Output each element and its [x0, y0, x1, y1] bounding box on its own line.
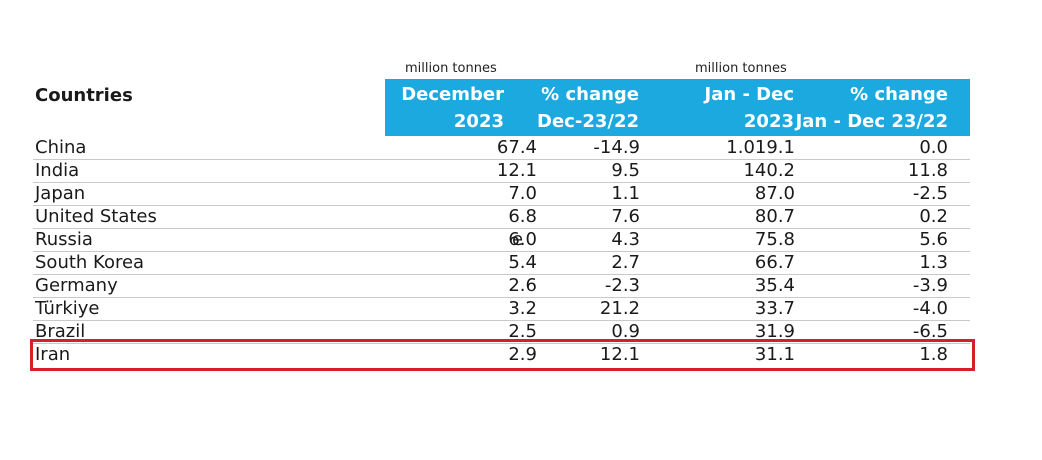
- pct-change-dec-value: -14.9: [593, 137, 640, 158]
- pct-change-dec-value: 0.9: [611, 321, 640, 342]
- country-name: Iran: [35, 344, 71, 365]
- country-name: Germany: [35, 275, 118, 296]
- table-row: Germany 2.6 -2.3 35.4 -3.9: [33, 274, 970, 298]
- table-row: South Korea 5.4 2.7 66.7 1.3: [33, 251, 970, 275]
- table-row: China 67.4 -14.9 1.019.1 0.0: [33, 136, 970, 160]
- pct-change-ytd-value: -4.0: [912, 298, 948, 319]
- pct-change-ytd-value: 1.3: [919, 252, 948, 273]
- jan-dec-2023-value: 1.019.1: [726, 137, 795, 158]
- pct-change-dec-value: 1.1: [611, 183, 640, 204]
- pct-change-dec-value: 21.2: [599, 298, 640, 319]
- table-row: United States 6.8 7.6 80.7 0.2: [33, 205, 970, 229]
- december-2023-value: 12.1: [496, 160, 537, 181]
- table-row: Russia 6.0 e 4.3 75.8 5.6: [33, 228, 970, 252]
- header-jan-dec-year: 2023: [743, 111, 794, 132]
- december-2023-value: 6.0: [508, 229, 537, 250]
- header-pct-change-dec-period: Dec-23/22: [537, 111, 639, 132]
- pct-change-ytd-value: 0.2: [919, 206, 948, 227]
- header-december-label: December: [401, 84, 504, 105]
- country-name: South Korea: [35, 252, 145, 273]
- pct-change-dec-value: 2.7: [611, 252, 640, 273]
- header-december-year: 2023: [453, 111, 504, 132]
- header-jan-dec-label: Jan - Dec: [704, 84, 794, 105]
- pct-change-dec-value: -2.3: [604, 275, 640, 296]
- header-pct-change-ytd-label: % change: [850, 84, 948, 105]
- country-name: Russia: [35, 229, 93, 250]
- pct-change-dec-value: 9.5: [611, 160, 640, 181]
- table-row: Brazil 2.5 0.9 31.9 -6.5: [33, 320, 970, 344]
- december-2023-value: 2.5: [508, 321, 537, 342]
- unit-label-jan-dec: million tonnes: [695, 61, 787, 76]
- estimate-flag: e: [512, 229, 524, 250]
- pct-change-dec-value: 4.3: [611, 229, 640, 250]
- country-name: Brazil: [35, 321, 86, 342]
- december-2023-value: 2.6: [508, 275, 537, 296]
- pct-change-ytd-value: 11.8: [907, 160, 948, 181]
- pct-change-ytd-value: -6.5: [912, 321, 948, 342]
- pct-change-dec-value: 7.6: [611, 206, 640, 227]
- jan-dec-2023-value: 140.2: [743, 160, 795, 181]
- pct-change-ytd-value: -2.5: [912, 183, 948, 204]
- column-header-band: December 2023 % change Dec-23/22 Jan - D…: [385, 79, 970, 136]
- pct-change-ytd-value: 0.0: [919, 137, 948, 158]
- country-name: Türkiye: [35, 298, 100, 319]
- country-name: Japan: [35, 183, 86, 204]
- country-name: China: [35, 137, 87, 158]
- jan-dec-2023-value: 87.0: [754, 183, 795, 204]
- december-2023-value: 67.4: [496, 137, 537, 158]
- jan-dec-2023-value: 75.8: [754, 229, 795, 250]
- pct-change-dec-value: 12.1: [599, 344, 640, 365]
- pct-change-ytd-value: 1.8: [919, 344, 948, 365]
- jan-dec-2023-value: 31.9: [754, 321, 795, 342]
- unit-label-december: million tonnes: [405, 61, 497, 76]
- december-2023-value: 5.4: [508, 252, 537, 273]
- december-2023-value: 6.8: [508, 206, 537, 227]
- jan-dec-2023-value: 31.1: [754, 344, 795, 365]
- pct-change-ytd-value: -3.9: [912, 275, 948, 296]
- pct-change-ytd-value: 5.6: [919, 229, 948, 250]
- jan-dec-2023-value: 33.7: [754, 298, 795, 319]
- december-2023-value: 2.9: [508, 344, 537, 365]
- highlight-box-iran: [30, 339, 975, 371]
- table-row: Iran 2.9 12.1 31.1 1.8: [33, 343, 970, 366]
- header-pct-change-ytd-period: Jan - Dec 23/22: [795, 111, 948, 132]
- jan-dec-2023-value: 35.4: [754, 275, 795, 296]
- table-row: Türkiye 3.2 21.2 33.7 -4.0: [33, 297, 970, 321]
- december-2023-value: 3.2: [508, 298, 537, 319]
- jan-dec-2023-value: 80.7: [754, 206, 795, 227]
- country-name: United States: [35, 206, 157, 227]
- jan-dec-2023-value: 66.7: [754, 252, 795, 273]
- countries-header: Countries: [35, 85, 133, 106]
- table-row: Japan 7.0 1.1 87.0 -2.5: [33, 182, 970, 206]
- table-row: India 12.1 9.5 140.2 11.8: [33, 159, 970, 183]
- country-name: India: [35, 160, 80, 181]
- december-2023-value: 7.0: [508, 183, 537, 204]
- header-pct-change-dec-label: % change: [541, 84, 639, 105]
